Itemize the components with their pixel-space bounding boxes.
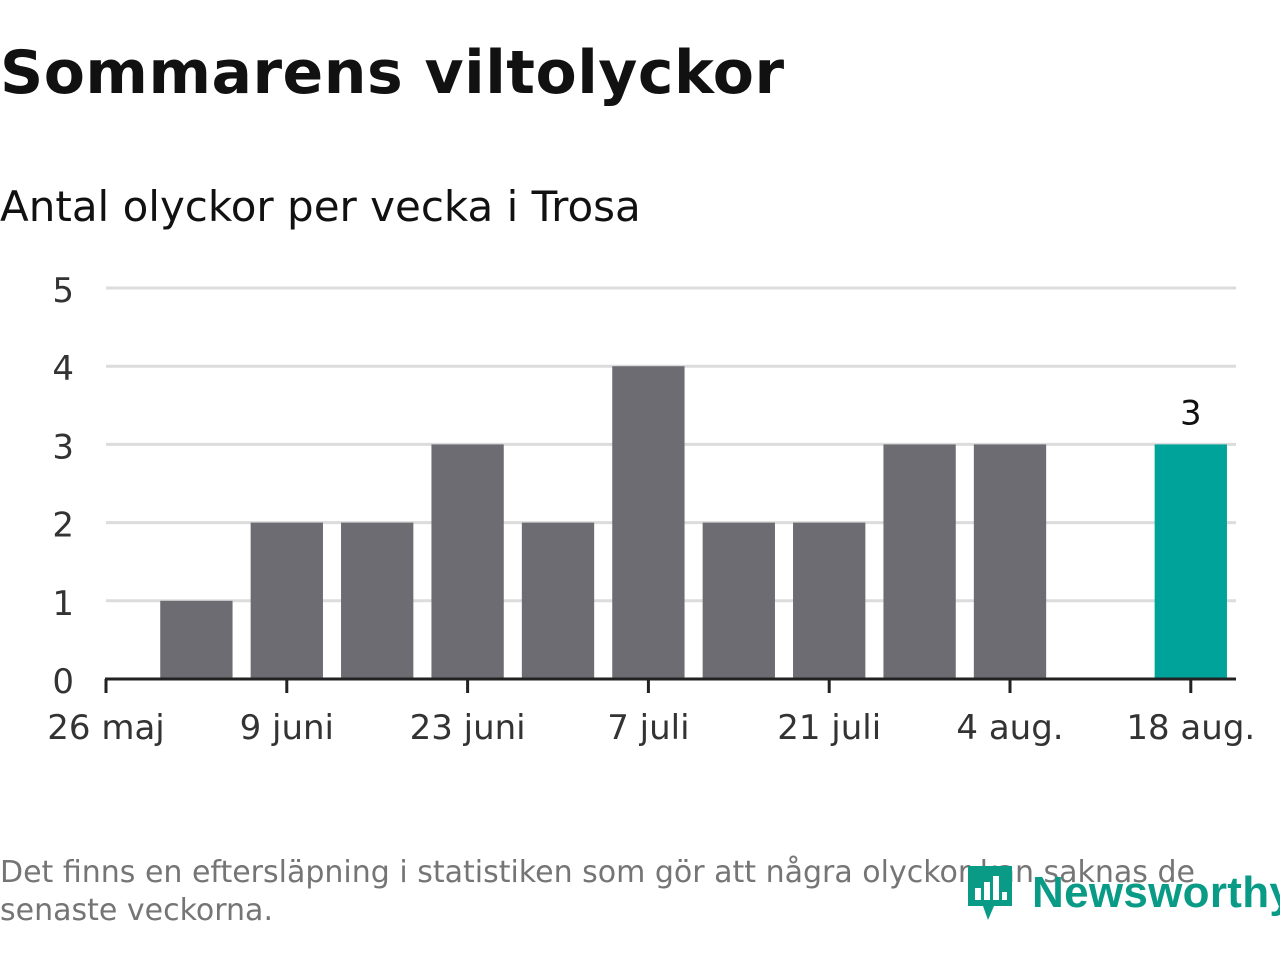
- x-tick-label: 21 juli: [777, 708, 881, 748]
- bar-8: [793, 522, 866, 679]
- bar-10: [973, 444, 1047, 679]
- brand-name: Newsworthy: [1032, 868, 1280, 917]
- bar-value-label: 3: [1180, 393, 1202, 433]
- y-tick-label: 2: [52, 506, 74, 546]
- y-tick-label: 1: [52, 584, 74, 624]
- bar-1: [160, 600, 233, 679]
- bar-2: [250, 522, 323, 679]
- x-tick-label: 4 aug.: [956, 708, 1063, 748]
- y-tick-label: 0: [52, 662, 74, 702]
- bar-9: [883, 444, 956, 679]
- bar-3: [341, 522, 414, 679]
- bar-12: [1154, 444, 1227, 679]
- y-tick-label: 3: [52, 427, 74, 467]
- bar-7: [702, 522, 775, 679]
- x-tick-label: 23 juni: [410, 708, 526, 748]
- newsworthy-logo-icon: [968, 866, 1012, 920]
- bar-chart: 0 1 2 3 4 5 3 26 maj 9 juni 23 juni 7 juli 21 juli 4…: [47, 271, 1255, 748]
- bar-6: [612, 366, 685, 679]
- chart-title: Sommarens viltolyckor: [0, 38, 785, 108]
- y-tick-label: 5: [52, 271, 74, 311]
- x-tick-label: 7 juli: [607, 708, 689, 748]
- x-tick-label: 26 maj: [47, 708, 164, 748]
- x-tick-label: 9 juni: [240, 708, 334, 748]
- newsworthy-logo: Newsworthy: [964, 862, 1280, 924]
- chart-subtitle: Antal olyckor per vecka i Trosa: [0, 182, 641, 231]
- y-tick-label: 4: [52, 349, 74, 389]
- x-tick-label: 18 aug.: [1126, 708, 1255, 748]
- bar-4: [431, 444, 504, 679]
- bar-5: [521, 522, 595, 679]
